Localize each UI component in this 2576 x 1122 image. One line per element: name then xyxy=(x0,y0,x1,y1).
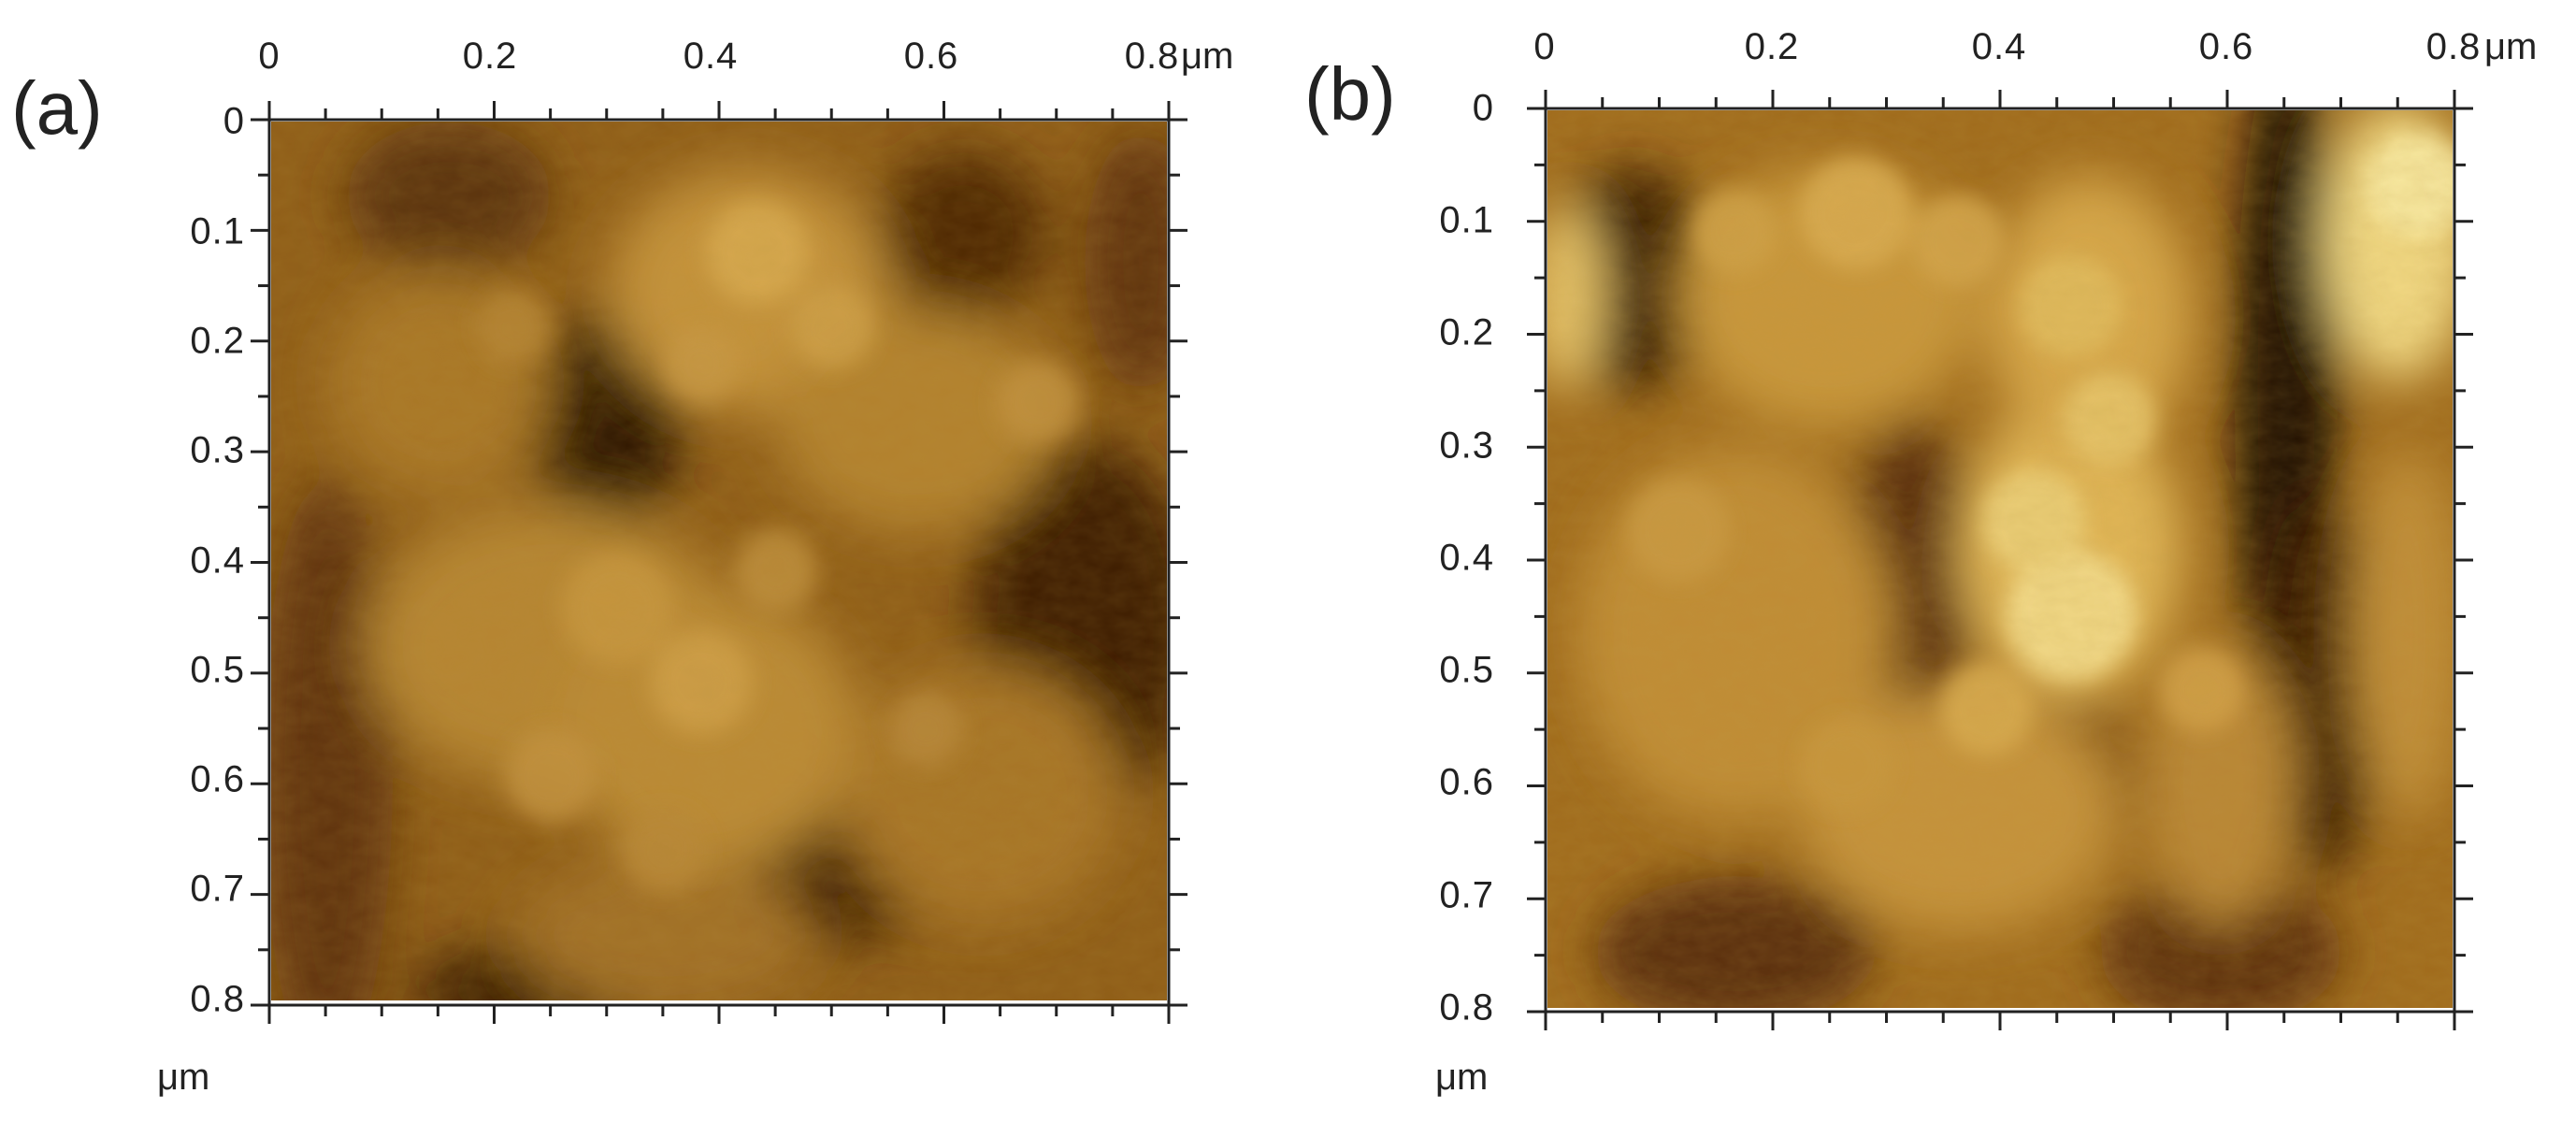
x-unit-label: μm xyxy=(1181,36,1234,77)
y-tick-label: 0.4 xyxy=(1439,537,1494,579)
y-tick-label: 0 xyxy=(1472,87,1494,129)
y-tick-label: 0.3 xyxy=(1439,424,1494,467)
y-tick-label: 0.6 xyxy=(190,758,245,800)
x-tick-label: 0.6 xyxy=(903,36,959,77)
afm-height-map xyxy=(1547,110,2453,1008)
y-tick-label: 0.5 xyxy=(1439,649,1494,691)
y-tick-label: 0.2 xyxy=(190,320,245,362)
afm-panel-a: (a) 0 0.2 0.4 0.6 0.8 μm 0 0.1 0.2 0.3 0… xyxy=(0,0,1253,1122)
afm-panel-b: (b) 0 0.2 0.4 0.6 0.8 μm 0 0.1 0.2 0.3 0… xyxy=(1281,0,2576,1122)
y-tick-label: 0.8 xyxy=(190,978,245,1020)
x-tick-label: 0.4 xyxy=(683,36,739,77)
x-tick-label: 0.8 xyxy=(1124,36,1180,77)
y-tick-label: 0.3 xyxy=(190,429,245,471)
y-unit-label: μm xyxy=(157,1057,210,1098)
y-tick-label: 0.1 xyxy=(190,210,245,252)
y-tick-label: 0.7 xyxy=(1439,874,1494,916)
y-unit-label: μm xyxy=(1435,1057,1489,1098)
y-tick-label: 0.2 xyxy=(1439,311,1494,353)
y-tick-label: 0.4 xyxy=(190,539,245,582)
y-tick-label: 0 xyxy=(223,100,245,142)
panel-label: (b) xyxy=(1304,52,1396,136)
axis-frame xyxy=(251,101,1187,1024)
y-tick-label: 0.6 xyxy=(1439,761,1494,803)
x-tick-label: 0.6 xyxy=(2198,26,2254,67)
y-tick-label: 0.5 xyxy=(190,649,245,691)
x-tick-label: 0.2 xyxy=(462,36,518,77)
x-tick-label: 0 xyxy=(258,36,281,77)
y-tick-label: 0.7 xyxy=(190,868,245,910)
x-tick-label: 0.2 xyxy=(1744,26,1800,67)
y-tick-label: 0.8 xyxy=(1439,986,1494,1028)
x-tick-label: 0 xyxy=(1533,26,1556,67)
x-tick-label: 0.8 xyxy=(2425,26,2482,67)
y-tick-label: 0.1 xyxy=(1439,199,1494,241)
afm-height-map xyxy=(271,122,1167,1000)
axis-frame xyxy=(1527,90,2473,1030)
x-unit-label: μm xyxy=(2484,26,2538,67)
panel-label: (a) xyxy=(11,66,103,150)
x-tick-label: 0.4 xyxy=(1971,26,2027,67)
